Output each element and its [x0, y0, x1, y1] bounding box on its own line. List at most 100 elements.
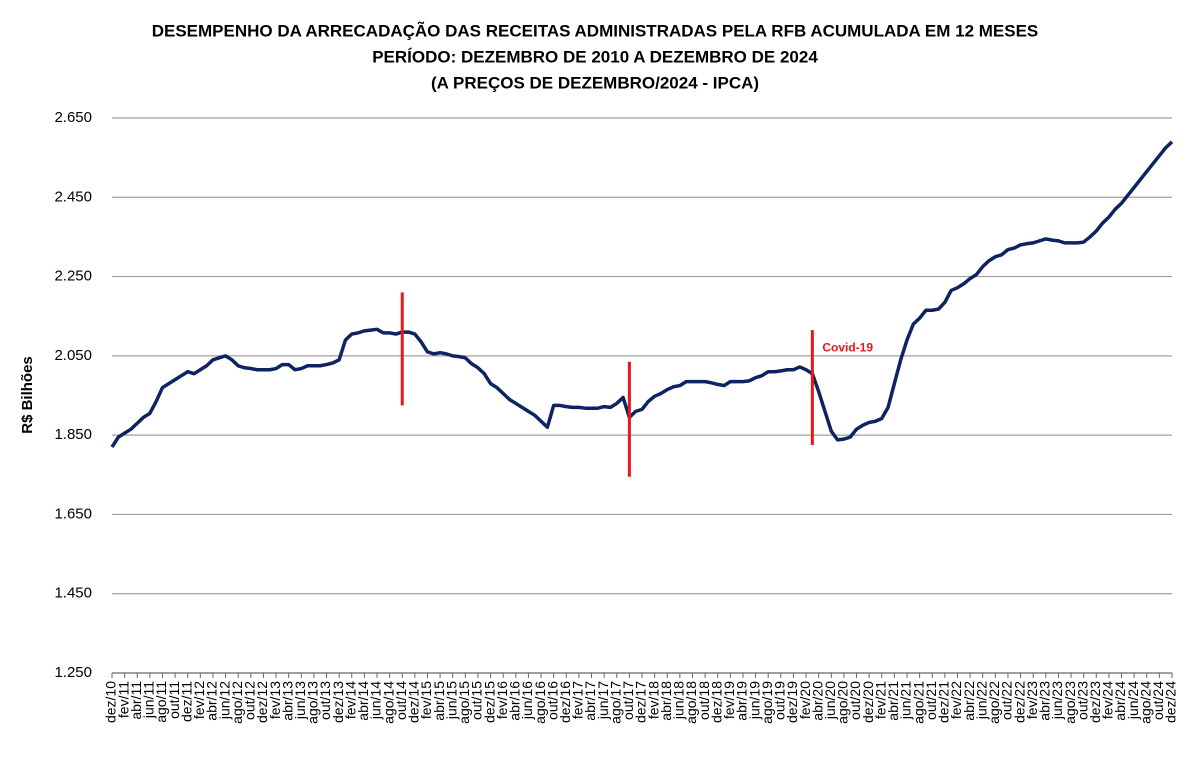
chart-title: DESEMPENHO DA ARRECADAÇÃO DAS RECEITAS A… [152, 20, 1039, 40]
x-tick-label: dez/22 [1011, 681, 1027, 723]
y-tick-label: 1.450 [54, 585, 92, 602]
x-tick-label: ago/17 [607, 681, 623, 724]
x-tick-label: abr/17 [582, 681, 598, 721]
x-tick-label: jun/23 [1049, 681, 1065, 720]
chart-subtitle: (A PREÇOS DE DEZEMBRO/2024 - IPCA) [431, 73, 759, 92]
x-tick-label: out/19 [772, 681, 788, 720]
x-tick-label: jun/24 [1125, 681, 1141, 720]
x-tick-label: fev/20 [797, 681, 813, 719]
x-tick-label: ago/22 [986, 681, 1002, 724]
x-tick-label: abr/16 [507, 681, 523, 721]
x-tick-label: abr/13 [279, 681, 295, 721]
x-tick-label: ago/18 [683, 681, 699, 724]
x-tick-label: ago/19 [759, 681, 775, 724]
x-tick-label: abr/12 [204, 681, 220, 721]
x-tick-label: out/21 [923, 681, 939, 720]
x-tick-label: out/22 [999, 681, 1015, 720]
x-tick-label: jun/19 [746, 681, 762, 720]
x-tick-label: dez/20 [860, 681, 876, 723]
x-tick-label: abr/22 [961, 681, 977, 721]
x-tick-label: fev/23 [1024, 681, 1040, 719]
chart-subtitle: PERÍODO: DEZEMBRO DE 2010 A DEZEMBRO DE … [372, 47, 818, 66]
x-tick-label: fev/18 [645, 681, 661, 719]
x-tick-label: abr/23 [1037, 681, 1053, 721]
annotation: Covid-19 [822, 341, 873, 355]
x-tick-label: out/18 [696, 681, 712, 720]
x-tick-label: dez/19 [784, 681, 800, 723]
x-tick-label: fev/21 [872, 681, 888, 719]
x-tick-label: dez/13 [330, 681, 346, 723]
x-tick-label: dez/15 [481, 681, 497, 723]
x-tick-label: fev/13 [267, 681, 283, 719]
x-tick-label: jun/16 [519, 681, 535, 720]
x-tick-label: out/16 [544, 681, 560, 720]
x-tick-label: dez/18 [708, 681, 724, 723]
x-tick-label: out/20 [847, 681, 863, 720]
x-tick-label: abr/20 [809, 681, 825, 721]
x-tick-label: fev/11 [115, 681, 131, 718]
x-tick-label: dez/23 [1087, 681, 1103, 723]
x-tick-label: abr/15 [431, 681, 447, 721]
x-tick-label: ago/21 [910, 681, 926, 724]
x-tick-label: fev/24 [1100, 681, 1116, 719]
x-tick-label: dez/11 [178, 681, 194, 722]
x-tick-label: fev/17 [570, 681, 586, 719]
x-tick-label: dez/14 [406, 681, 422, 723]
x-tick-label: dez/10 [103, 681, 119, 723]
x-tick-label: jun/14 [368, 681, 384, 720]
x-tick-label: abr/19 [734, 681, 750, 721]
x-tick-label: fev/16 [494, 681, 510, 719]
x-tick-label: dez/24 [1163, 681, 1179, 723]
x-tick-label: ago/11 [153, 681, 169, 723]
x-tick-label: out/11 [166, 681, 182, 719]
x-tick-label: dez/16 [557, 681, 573, 723]
x-tick-label: out/13 [317, 681, 333, 720]
x-tick-label: abr/11 [128, 681, 144, 720]
x-tick-label: abr/18 [658, 681, 674, 721]
x-tick-label: ago/15 [456, 681, 472, 724]
y-tick-label: 1.250 [54, 664, 92, 681]
x-tick-label: jun/18 [671, 681, 687, 720]
x-tick-label: ago/16 [532, 681, 548, 724]
x-tick-label: jun/13 [292, 681, 308, 720]
y-tick-label: 1.850 [54, 426, 92, 443]
x-tick-label: jun/15 [443, 681, 459, 720]
x-tick-label: dez/12 [254, 681, 270, 723]
x-tick-label: jun/12 [216, 681, 232, 720]
x-tick-label: out/15 [469, 681, 485, 720]
x-tick-label: fev/15 [418, 681, 434, 719]
y-tick-label: 2.450 [54, 188, 92, 205]
y-tick-label: 2.050 [54, 347, 92, 364]
x-tick-label: ago/13 [305, 681, 321, 724]
x-tick-label: jun/21 [898, 681, 914, 720]
x-tick-label: ago/14 [380, 681, 396, 724]
x-tick-label: abr/24 [1112, 681, 1128, 721]
x-tick-label: jun/11 [141, 681, 157, 719]
y-axis-label: R$ Bilhões [19, 356, 36, 434]
y-tick-label: 2.250 [54, 268, 92, 285]
x-tick-label: out/24 [1150, 681, 1166, 720]
x-tick-label: fev/14 [342, 681, 358, 719]
y-tick-label: 1.650 [54, 505, 92, 522]
x-tick-label: out/12 [242, 681, 258, 720]
x-tick-label: fev/12 [191, 681, 207, 719]
x-tick-label: fev/19 [721, 681, 737, 719]
data-line [110, 140, 1174, 448]
x-tick-label: out/14 [393, 681, 409, 720]
x-tick-label: ago/23 [1062, 681, 1078, 724]
x-tick-label: abr/21 [885, 681, 901, 721]
x-tick-label: out/17 [620, 681, 636, 720]
x-tick-label: out/23 [1074, 681, 1090, 720]
x-tick-label: dez/21 [936, 681, 952, 723]
x-tick-label: ago/20 [835, 681, 851, 724]
x-tick-label: fev/22 [948, 681, 964, 719]
x-tick-label: jun/22 [973, 681, 989, 720]
x-tick-label: ago/24 [1137, 681, 1153, 724]
x-tick-label: jun/20 [822, 681, 838, 720]
y-tick-label: 2.650 [54, 109, 92, 126]
x-tick-label: jun/17 [595, 681, 611, 720]
x-tick-label: dez/17 [633, 681, 649, 723]
x-tick-label: abr/14 [355, 681, 371, 721]
x-tick-label: ago/12 [229, 681, 245, 724]
